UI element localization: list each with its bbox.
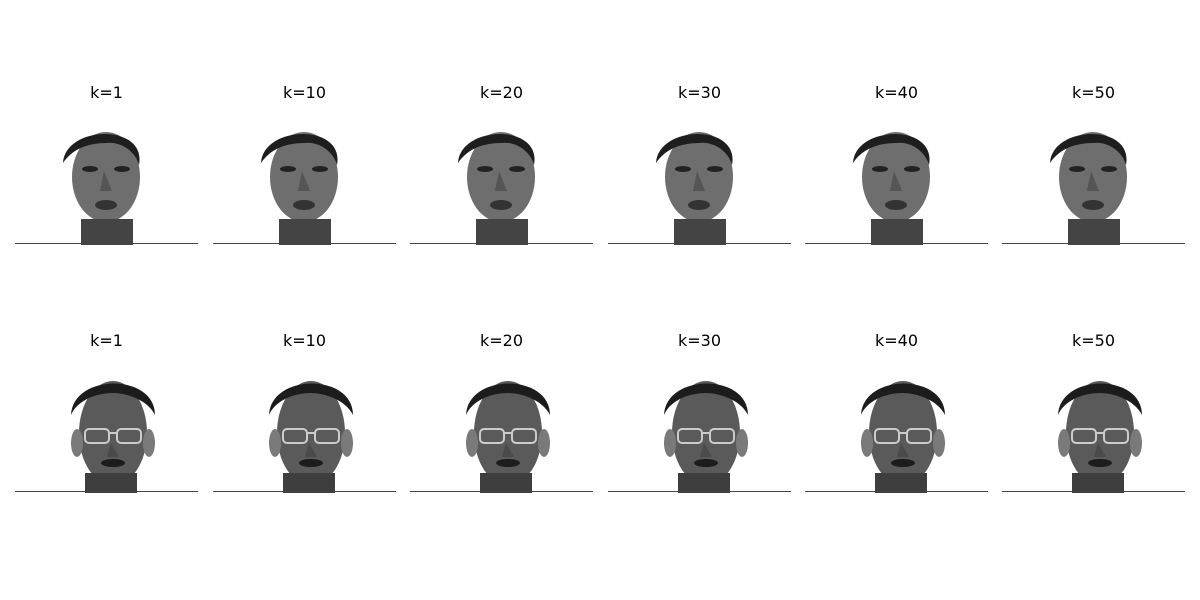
face-image bbox=[213, 105, 396, 245]
panel-row1-k50: k=50 bbox=[1002, 83, 1185, 273]
axis-line bbox=[410, 491, 593, 492]
face-image bbox=[15, 353, 198, 493]
axis-line bbox=[213, 491, 396, 492]
axis-line bbox=[213, 243, 396, 244]
face-b-svg bbox=[71, 381, 155, 493]
panel-title: k=40 bbox=[874, 83, 919, 102]
face-image bbox=[805, 353, 988, 493]
face-image bbox=[1002, 105, 1185, 245]
panel-row2-k30: k=30 bbox=[608, 331, 791, 521]
axis-line bbox=[608, 243, 791, 244]
face-image bbox=[608, 353, 791, 493]
face-a-svg bbox=[1050, 132, 1127, 245]
panel-row1-k40: k=40 bbox=[805, 83, 988, 273]
axis-line bbox=[15, 243, 198, 244]
face-a-svg bbox=[63, 132, 140, 245]
face-image bbox=[608, 105, 791, 245]
panel-title: k=10 bbox=[282, 331, 327, 350]
face-b-svg bbox=[269, 381, 353, 493]
face-a-svg bbox=[261, 132, 338, 245]
axis-line bbox=[1002, 491, 1185, 492]
face-a-svg bbox=[656, 132, 733, 245]
panel-row2-k1: k=1 bbox=[15, 331, 198, 521]
panel-title: k=40 bbox=[874, 331, 919, 350]
face-a-svg bbox=[853, 132, 930, 245]
face-b-svg bbox=[1058, 381, 1142, 493]
panel-title: k=1 bbox=[90, 83, 123, 102]
axis-line bbox=[608, 491, 791, 492]
face-a-svg bbox=[458, 132, 535, 245]
axis-line bbox=[15, 491, 198, 492]
face-image bbox=[15, 105, 198, 245]
panel-row1-k1: k=1 bbox=[15, 83, 198, 273]
panel-row2-k20: k=20 bbox=[410, 331, 593, 521]
axis-line bbox=[410, 243, 593, 244]
panel-row2-k40: k=40 bbox=[805, 331, 988, 521]
panel-title: k=1 bbox=[90, 331, 123, 350]
panel-title: k=50 bbox=[1071, 331, 1116, 350]
axis-line bbox=[805, 243, 988, 244]
panel-row2-k10: k=10 bbox=[213, 331, 396, 521]
panel-row1-k20: k=20 bbox=[410, 83, 593, 273]
face-image bbox=[410, 353, 593, 493]
face-image bbox=[213, 353, 396, 493]
panel-row1-k10: k=10 bbox=[213, 83, 396, 273]
face-b-svg bbox=[466, 381, 550, 493]
face-image bbox=[805, 105, 988, 245]
face-b-svg bbox=[664, 381, 748, 493]
panel-title: k=10 bbox=[282, 83, 327, 102]
face-image bbox=[1002, 353, 1185, 493]
face-a bbox=[63, 132, 140, 245]
panel-title: k=20 bbox=[479, 83, 524, 102]
panel-row2-k50: k=50 bbox=[1002, 331, 1185, 521]
panel-row1-k30: k=30 bbox=[608, 83, 791, 273]
axis-line bbox=[1002, 243, 1185, 244]
face-b-svg bbox=[861, 381, 945, 493]
face-image bbox=[410, 105, 593, 245]
panel-title: k=30 bbox=[677, 331, 722, 350]
panel-title: k=30 bbox=[677, 83, 722, 102]
panel-title: k=50 bbox=[1071, 83, 1116, 102]
panel-title: k=20 bbox=[479, 331, 524, 350]
axis-line bbox=[805, 491, 988, 492]
